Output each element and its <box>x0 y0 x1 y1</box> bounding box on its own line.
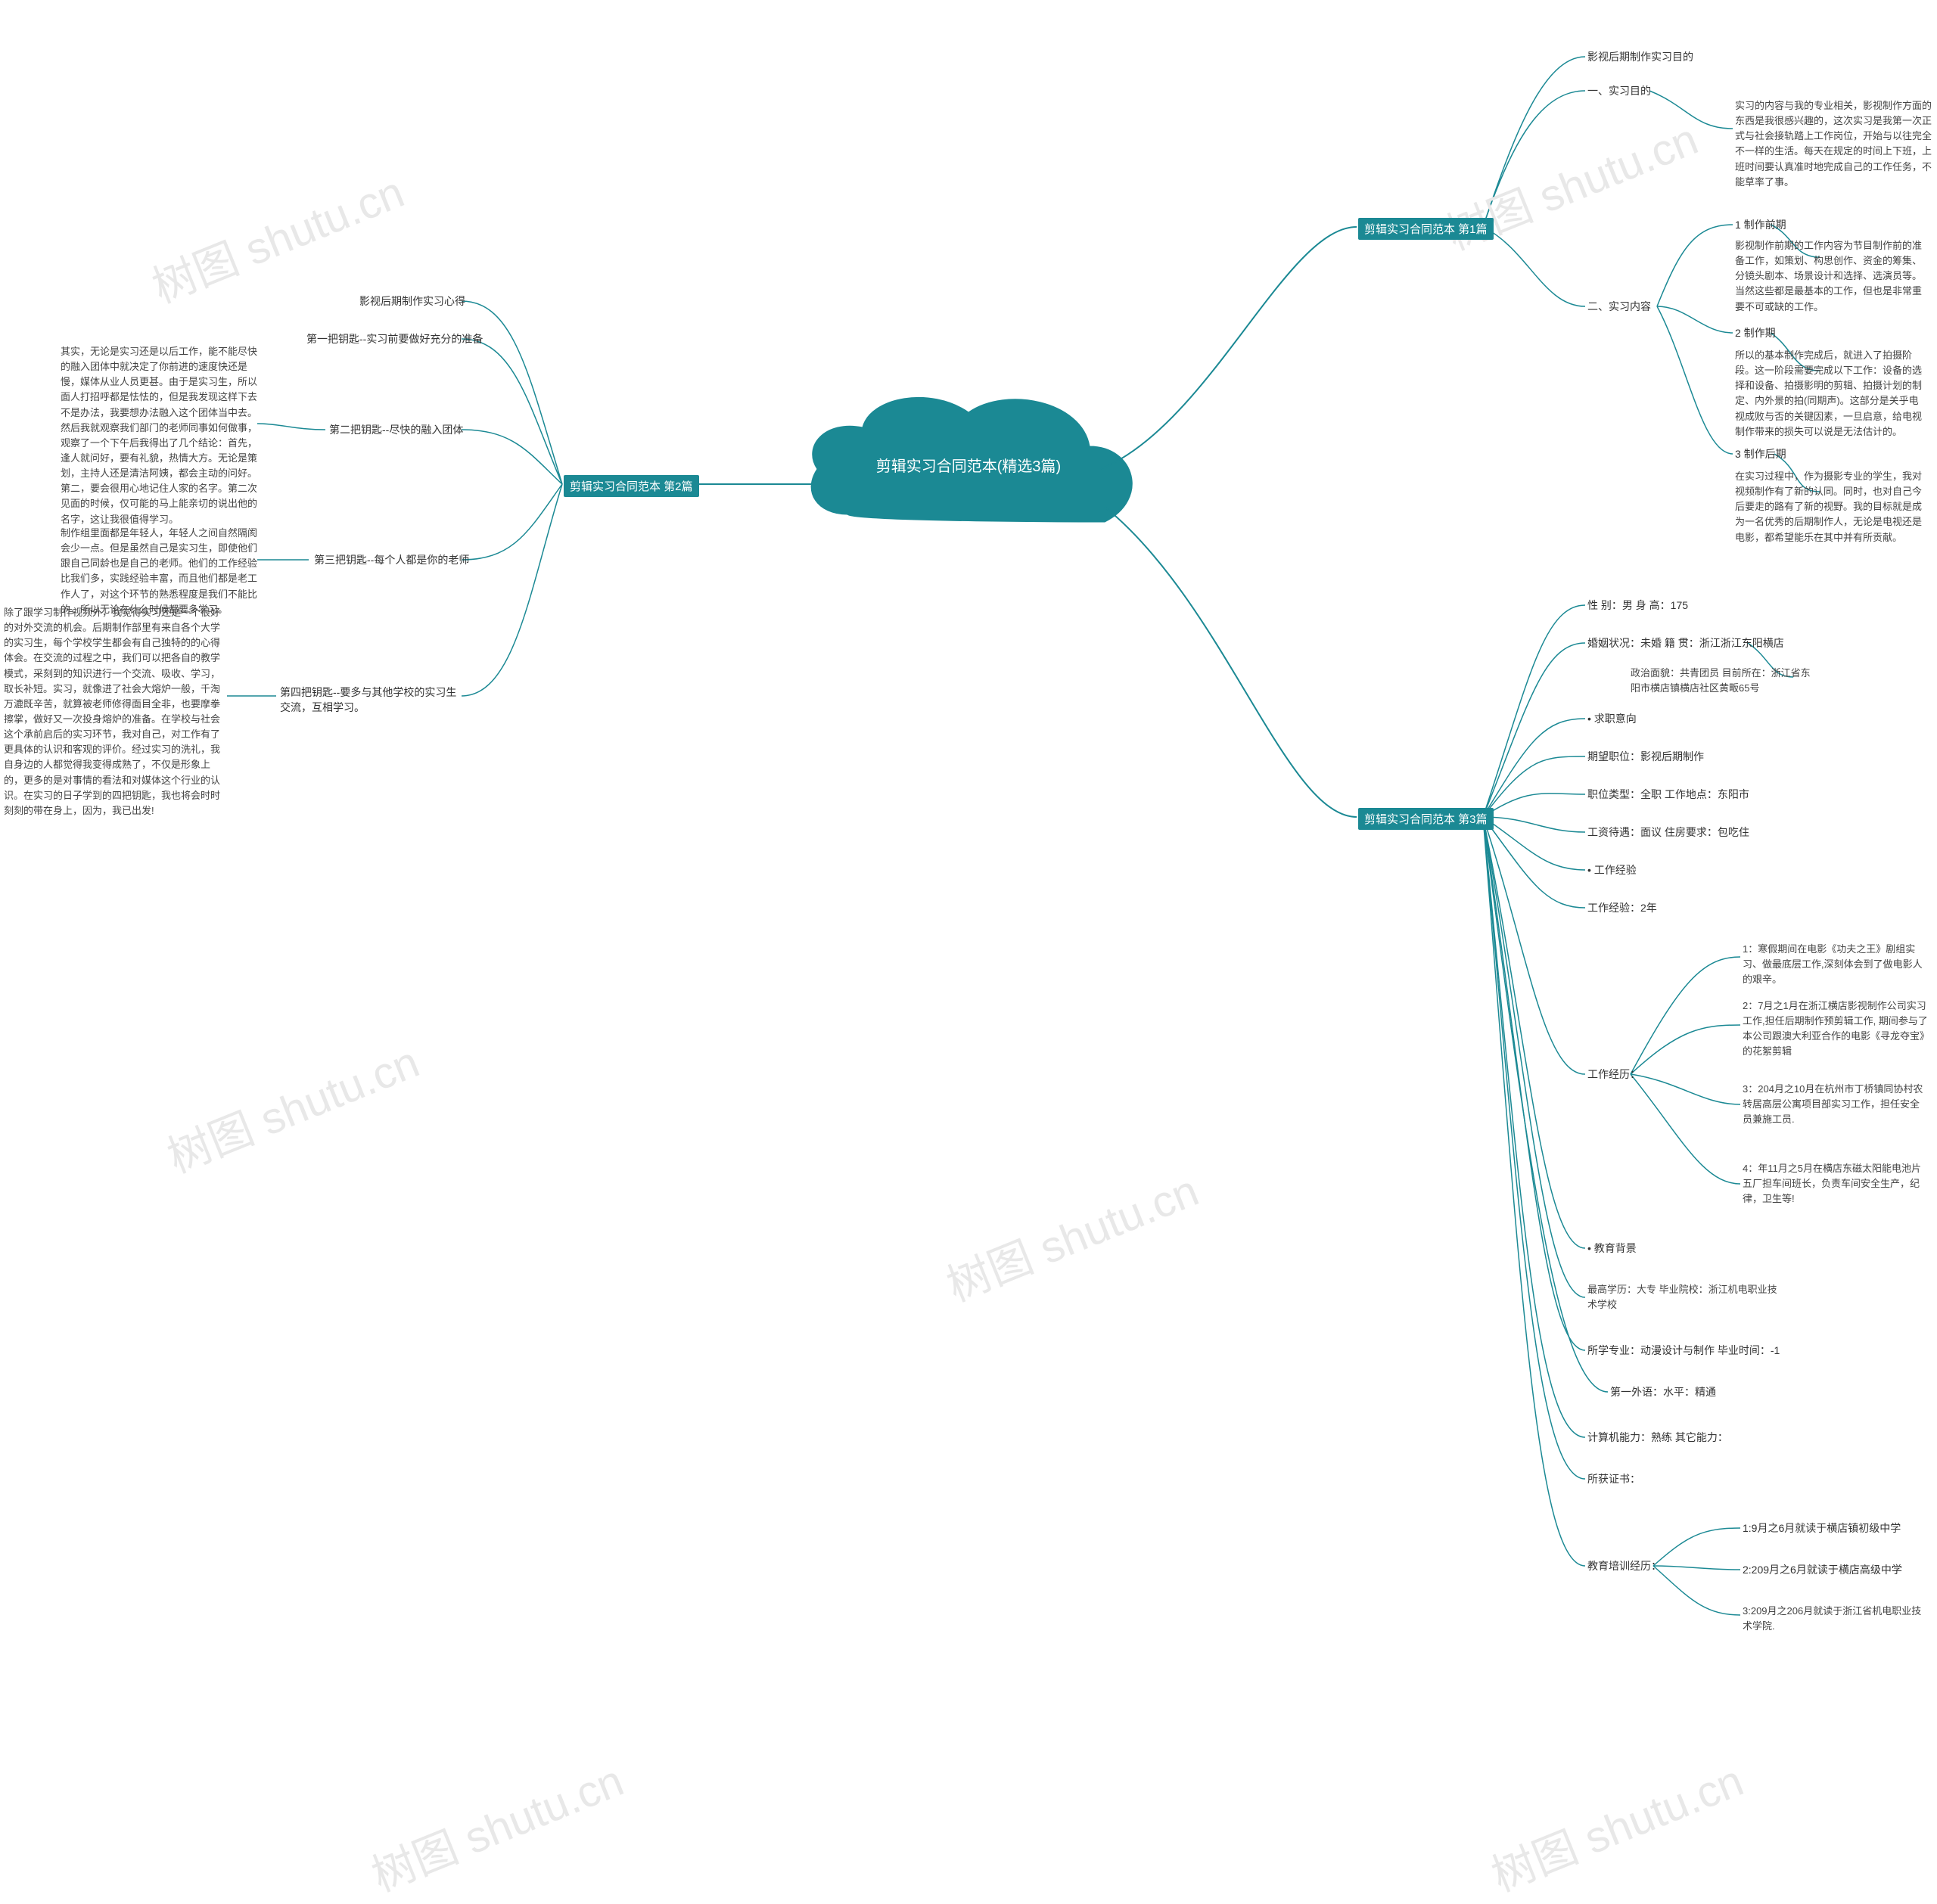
s1-3-2-body: 所以的基本制作完成后，就进入了拍摄阶段。这一阶段需要完成以下工作：设备的选择和设… <box>1735 348 1928 440</box>
s3-pol: 政治面貌：共青团员 目前所在：浙江省东阳市横店镇横店社区黄畈65号 <box>1631 666 1820 696</box>
s3-exp-y: 工作经验：2年 <box>1587 900 1657 915</box>
s3-e2: 2：7月之1月在浙江横店影视制作公司实习工作,担任后期制作预剪辑工作, 期间参与… <box>1743 999 1928 1060</box>
s1-sub2: 一、实习目的 <box>1587 83 1651 98</box>
s3-h3: 3:209月之206月就读于浙江省机电职业技术学院. <box>1743 1604 1928 1634</box>
s2-k0: 影视后期制作实习心得 <box>359 294 465 309</box>
s3-intent: • 求职意向 <box>1587 711 1637 726</box>
s3-e4: 4：年11月之5月在横店东磁太阳能电池片五厂担车间班长，负责车间安全生产，纪律，… <box>1743 1161 1928 1207</box>
s3-comp: 计算机能力：熟练 其它能力： <box>1587 1430 1728 1445</box>
s3-e3: 3：204月之10月在杭州市丁桥镇同协村农转居高层公寓项目部实习工作，担任安全员… <box>1743 1082 1928 1127</box>
section-1[interactable]: 剪辑实习合同范本 第1篇 <box>1358 218 1494 240</box>
s3-exp-label: 工作经历： <box>1587 1067 1640 1082</box>
s2-k4: 第四把钥匙--要多与其他学校的实习生交流，互相学习。 <box>280 685 458 715</box>
s3-type: 职位类型：全职 工作地点：东阳市 <box>1587 787 1749 802</box>
s2-k3-body: 制作组里面都是年轻人，年轻人之间自然隔阂会少一点。但是虽然自己是实习生，即使他们… <box>61 526 257 617</box>
s1-3-1-body: 影视制作前期的工作内容为节目制作前的准备工作，如策划、构思创作、资金的筹集、分镜… <box>1735 238 1928 315</box>
s1-3-3: 3 制作后期 <box>1735 446 1786 461</box>
section-2[interactable]: 剪辑实习合同范本 第2篇 <box>564 475 699 497</box>
s1-sub1: 影视后期制作实习目的 <box>1587 49 1693 64</box>
s3-lang: 第一外语：水平：精通 <box>1610 1384 1716 1399</box>
s3-h1: 1:9月之6月就读于横店镇初级中学 <box>1743 1520 1901 1536</box>
s3-pay: 工资待遇：面议 住房要求：包吃住 <box>1587 825 1749 840</box>
s1-3-3-body: 在实习过程中，作为摄影专业的学生，我对视频制作有了新的认同。同时，也对自己今后要… <box>1735 469 1928 545</box>
s2-k1: 第一把钥匙--实习前要做好充分的准备 <box>306 331 483 346</box>
section-3[interactable]: 剪辑实习合同范本 第3篇 <box>1358 808 1494 830</box>
s2-k2-body: 其实，无论是实习还是以后工作，能不能尽快的融入团体中就决定了你前进的速度快还是慢… <box>61 344 257 527</box>
s3-e1: 1：寒假期间在电影《功夫之王》剧组实习、做最底层工作,深刻体会到了做电影人的艰辛… <box>1743 942 1928 987</box>
s3-h2: 2:209月之6月就读于横店高级中学 <box>1743 1562 1902 1577</box>
s1-3-2: 2 制作期 <box>1735 325 1776 340</box>
s3-cert: 所获证书： <box>1587 1471 1640 1486</box>
s2-k2: 第二把钥匙--尽快的融入团体 <box>329 422 463 437</box>
s3-major: 所学专业：动漫设计与制作 毕业时间：-1 <box>1587 1343 1780 1358</box>
s3-want: 期望职位：影视后期制作 <box>1587 749 1704 764</box>
s1-3-1: 1 制作前期 <box>1735 217 1786 232</box>
s3-gender: 性 别：男 身 高：175 <box>1587 598 1688 613</box>
s3-edu-top: 最高学历：大专 毕业院校：浙江机电职业技术学校 <box>1587 1282 1784 1312</box>
s2-k4-body: 除了跟学习制作视频外，我觉得实习还是一个很好的对外交流的机会。后期制作部里有来自… <box>4 605 223 818</box>
s1-sub2-body: 实习的内容与我的专业相关，影视制作方面的东西是我很感兴趣的，这次实习是我第一次正… <box>1735 98 1932 190</box>
center-title: 剪辑实习合同范本(精选3篇) <box>874 454 1063 476</box>
s3-hist: 教育培训经历： <box>1587 1558 1662 1573</box>
s3-marry: 婚姻状况：未婚 籍 贯：浙江浙江东阳横店 <box>1587 635 1784 651</box>
s3-exp-h: • 工作经验 <box>1587 862 1637 877</box>
s1-sub3: 二、实习内容 <box>1587 299 1651 314</box>
s2-k3: 第三把钥匙--每个人都是你的老师 <box>314 552 469 567</box>
s3-edu-h: • 教育背景 <box>1587 1241 1637 1256</box>
